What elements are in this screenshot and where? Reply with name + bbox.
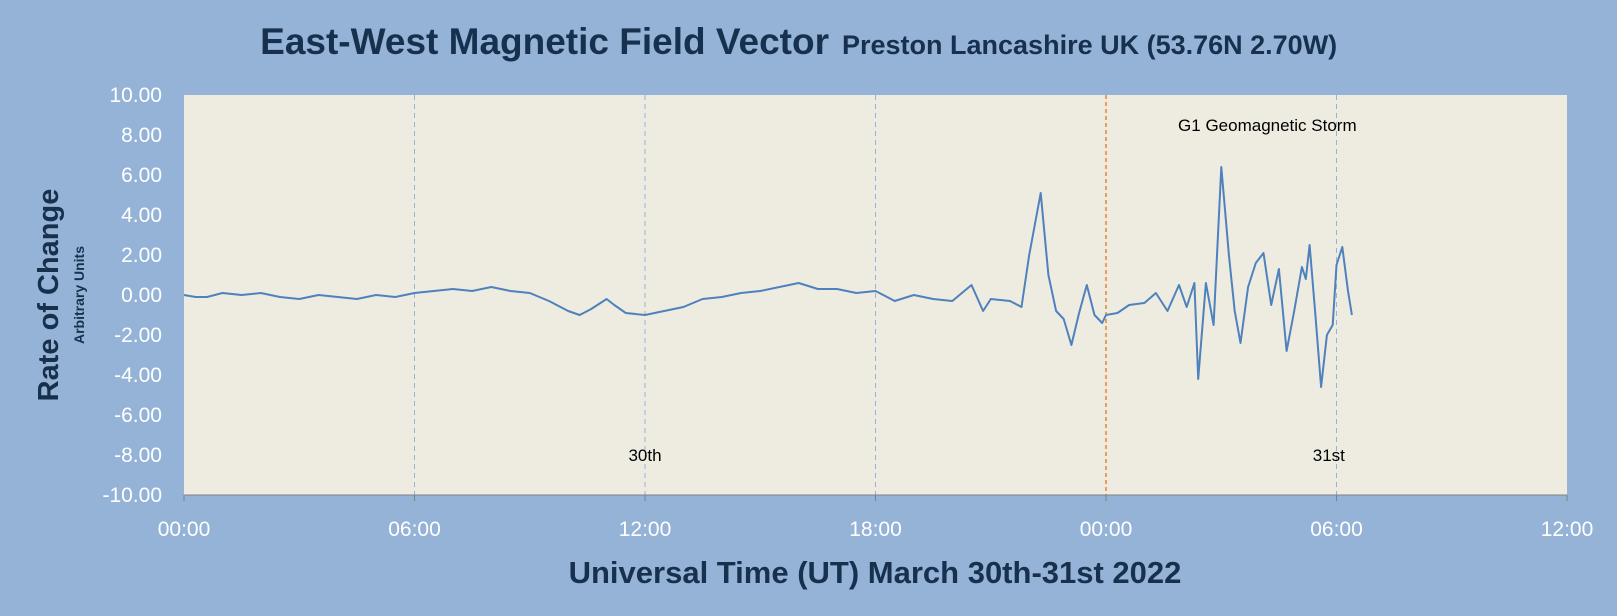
y-axis-ticks: 10.00 8.00 6.00 4.00 2.00 0.00 -2.00 -4.00 -6.00…	[102, 84, 162, 507]
chart-annotation: 30th	[628, 446, 661, 465]
grid-layer	[414, 95, 1337, 495]
chart-annotation: 31st	[1313, 446, 1345, 465]
y-tick-label: 6.00	[121, 164, 162, 187]
annotation-layer: 30th 31st G1 Geomagnetic Storm	[628, 116, 1356, 465]
y-tick-label: -10.00	[102, 484, 162, 507]
y-axis-sublabel: Arbitrary Units	[71, 246, 87, 344]
x-tick-label: 06:00	[1310, 518, 1363, 541]
x-tick-label: 18:00	[849, 518, 902, 541]
x-tick-label: 12:00	[619, 518, 672, 541]
chart-subtitle: Preston Lancashire UK (53.76N 2.70W)	[842, 30, 1337, 60]
y-tick-label: 4.00	[121, 204, 162, 227]
x-axis-ticks: 00:00 06:00 12:00 18:00 00:00 06:00 12:00	[158, 495, 1594, 541]
y-tick-label: 10.00	[109, 84, 162, 107]
y-tick-label: -4.00	[114, 364, 162, 387]
series-layer	[183, 166, 1353, 388]
chart-title: East-West Magnetic Field Vector	[260, 21, 829, 62]
y-tick-label: 8.00	[121, 124, 162, 147]
y-tick-label: -2.00	[114, 324, 162, 347]
series-line	[183, 166, 1353, 388]
y-axis-label: Rate of Change	[33, 189, 65, 402]
y-tick-label: -6.00	[114, 404, 162, 427]
y-tick-label: 0.00	[121, 284, 162, 307]
x-tick-label: 06:00	[388, 518, 441, 541]
y-tick-label: 2.00	[121, 244, 162, 267]
x-axis-label: Universal Time (UT) March 30th-31st 2022	[569, 555, 1182, 590]
x-tick-label: 12:00	[1541, 518, 1594, 541]
x-tick-label: 00:00	[1080, 518, 1133, 541]
y-tick-label: -8.00	[114, 444, 162, 467]
x-tick-label: 00:00	[158, 518, 211, 541]
chart-annotation: G1 Geomagnetic Storm	[1178, 116, 1357, 135]
